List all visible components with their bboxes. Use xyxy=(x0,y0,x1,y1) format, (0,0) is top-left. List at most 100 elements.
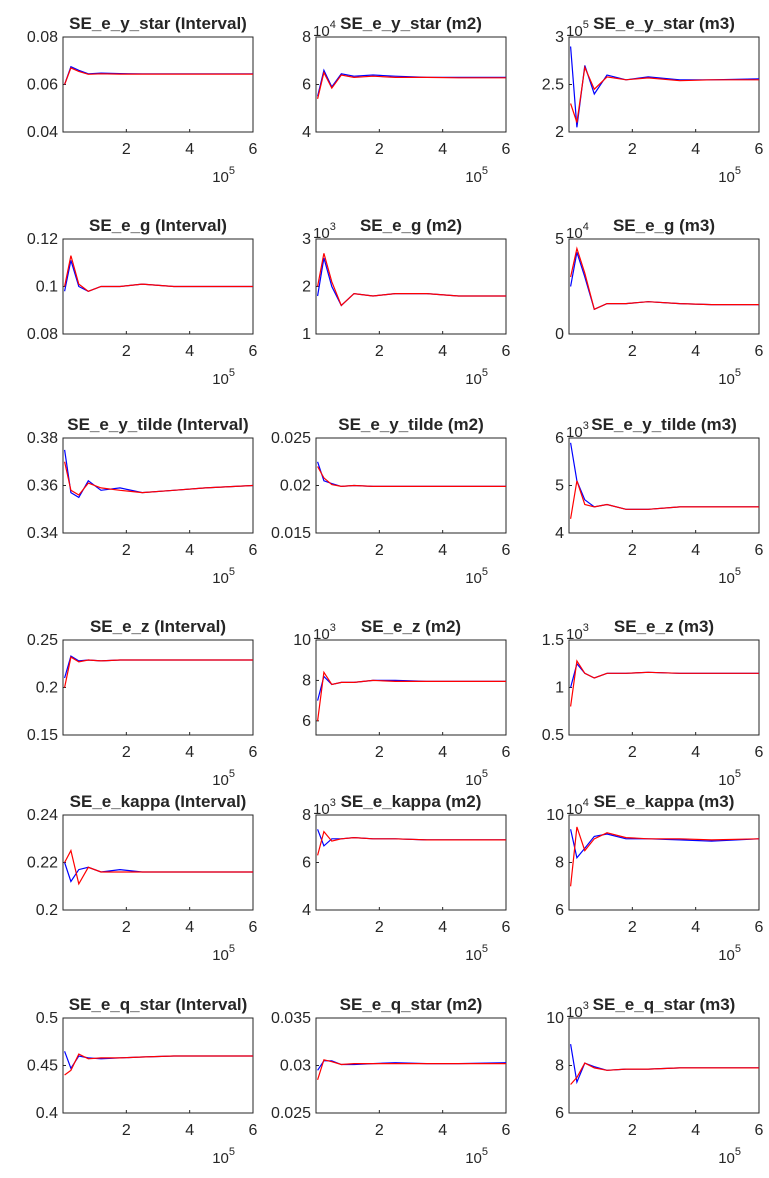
y-multiplier-label: 104 xyxy=(313,19,336,40)
subplot-title: SE_e_y_tilde (m2) xyxy=(338,415,484,434)
y-tick-label: 1.5 xyxy=(542,632,564,649)
x-multiplier-base: 10 xyxy=(718,169,735,186)
y-tick-label: 8 xyxy=(302,807,311,824)
x-multiplier-label: 105 xyxy=(212,1146,235,1167)
x-tick-label: 6 xyxy=(755,1122,764,1139)
x-multiplier-exponent: 5 xyxy=(482,165,488,177)
y-multiplier-label: 103 xyxy=(313,221,336,242)
axes-box xyxy=(62,639,254,736)
subplot-5-0: SE_e_q_star (Interval) 0.4 0.45 0.5 2 4 6 105 xyxy=(27,995,258,1167)
y-tick-label: 8 xyxy=(555,1058,564,1075)
series-line-red xyxy=(570,480,759,519)
series-line-red xyxy=(317,466,506,488)
y-multiplier-base: 10 xyxy=(566,23,583,40)
series-line-red xyxy=(317,70,506,99)
y-tick-label: 3 xyxy=(302,231,311,248)
y-tick-label: 6 xyxy=(302,77,311,94)
y-tick-label: 0.15 xyxy=(27,727,58,744)
x-tick-label: 4 xyxy=(438,141,447,158)
axes-box xyxy=(568,814,760,911)
subplot-5-1: SE_e_q_star (m2) 0.025 0.03 0.035 2 4 6 105 xyxy=(271,995,511,1167)
y-multiplier-exponent: 3 xyxy=(583,420,589,432)
y-tick-label: 10 xyxy=(546,807,564,824)
x-tick-label: 6 xyxy=(249,343,258,360)
x-tick-label: 2 xyxy=(375,919,384,936)
x-tick-label: 6 xyxy=(502,1122,511,1139)
x-tick-label: 4 xyxy=(438,919,447,936)
y-tick-label: 0.03 xyxy=(280,1058,311,1075)
x-multiplier-label: 105 xyxy=(465,165,488,186)
x-tick-label: 6 xyxy=(755,343,764,360)
axes-box xyxy=(315,437,507,534)
x-tick-label: 6 xyxy=(502,919,511,936)
x-multiplier-exponent: 5 xyxy=(229,367,235,379)
x-tick-label: 6 xyxy=(502,744,511,761)
axes-box xyxy=(568,36,760,133)
series-line-red xyxy=(64,255,253,292)
subplot-4-0: SE_e_kappa (Interval) 0.2 0.22 0.24 2 4 6 105 xyxy=(27,792,258,964)
subplot-title: SE_e_z (m3) xyxy=(614,617,714,636)
y-tick-label: 2 xyxy=(302,279,311,296)
x-tick-label: 4 xyxy=(691,1122,700,1139)
y-tick-label: 4 xyxy=(302,124,311,141)
x-tick-label: 2 xyxy=(375,744,384,761)
y-multiplier-label: 103 xyxy=(313,797,336,818)
x-tick-label: 4 xyxy=(438,1122,447,1139)
x-tick-label: 2 xyxy=(375,343,384,360)
y-tick-label: 0.5 xyxy=(542,727,564,744)
x-tick-label: 4 xyxy=(691,542,700,559)
x-tick-label: 6 xyxy=(249,919,258,936)
x-multiplier-base: 10 xyxy=(465,772,482,789)
x-tick-label: 6 xyxy=(249,141,258,158)
x-multiplier-base: 10 xyxy=(718,371,735,388)
y-multiplier-base: 10 xyxy=(313,23,330,40)
y-tick-label: 0.25 xyxy=(27,632,58,649)
series-line-red xyxy=(317,1059,506,1080)
x-tick-label: 2 xyxy=(122,1122,131,1139)
y-tick-label: 6 xyxy=(555,902,564,919)
y-multiplier-base: 10 xyxy=(313,626,330,643)
y-tick-label: 5 xyxy=(555,231,564,248)
x-tick-label: 4 xyxy=(185,141,194,158)
x-multiplier-base: 10 xyxy=(212,371,229,388)
x-multiplier-base: 10 xyxy=(718,772,735,789)
y-tick-label: 1 xyxy=(555,680,564,697)
x-multiplier-base: 10 xyxy=(212,1150,229,1167)
series-line-red xyxy=(64,461,253,496)
x-tick-label: 2 xyxy=(628,141,637,158)
x-multiplier-exponent: 5 xyxy=(735,566,741,578)
axes-box xyxy=(315,36,507,133)
y-tick-label: 0 xyxy=(555,326,564,343)
x-multiplier-exponent: 5 xyxy=(735,768,741,780)
x-tick-label: 2 xyxy=(122,141,131,158)
x-multiplier-label: 105 xyxy=(718,566,741,587)
y-multiplier-base: 10 xyxy=(313,801,330,818)
subplot-title: SE_e_g (m2) xyxy=(360,216,462,235)
series-line-red xyxy=(317,253,506,307)
y-tick-label: 4 xyxy=(555,525,564,542)
y-multiplier-exponent: 3 xyxy=(330,622,336,634)
x-multiplier-exponent: 5 xyxy=(229,768,235,780)
axes-box xyxy=(315,1017,507,1114)
subplot-title: SE_e_q_star (m2) xyxy=(340,995,483,1014)
y-tick-label: 8 xyxy=(555,855,564,872)
axes-box xyxy=(62,36,254,133)
axes-box xyxy=(62,437,254,534)
x-tick-label: 2 xyxy=(628,542,637,559)
y-multiplier-label: 103 xyxy=(566,1000,589,1021)
x-multiplier-exponent: 5 xyxy=(735,367,741,379)
x-tick-label: 2 xyxy=(628,919,637,936)
x-tick-label: 6 xyxy=(755,744,764,761)
x-tick-label: 6 xyxy=(249,1122,258,1139)
x-multiplier-base: 10 xyxy=(465,1150,482,1167)
x-multiplier-label: 105 xyxy=(465,1146,488,1167)
x-multiplier-base: 10 xyxy=(465,169,482,186)
x-tick-label: 4 xyxy=(691,343,700,360)
subplot-title: SE_e_y_star (m3) xyxy=(593,14,735,33)
axes-box xyxy=(315,238,507,335)
y-tick-label: 5 xyxy=(555,478,564,495)
y-tick-label: 0.025 xyxy=(271,430,311,447)
x-tick-label: 4 xyxy=(185,542,194,559)
